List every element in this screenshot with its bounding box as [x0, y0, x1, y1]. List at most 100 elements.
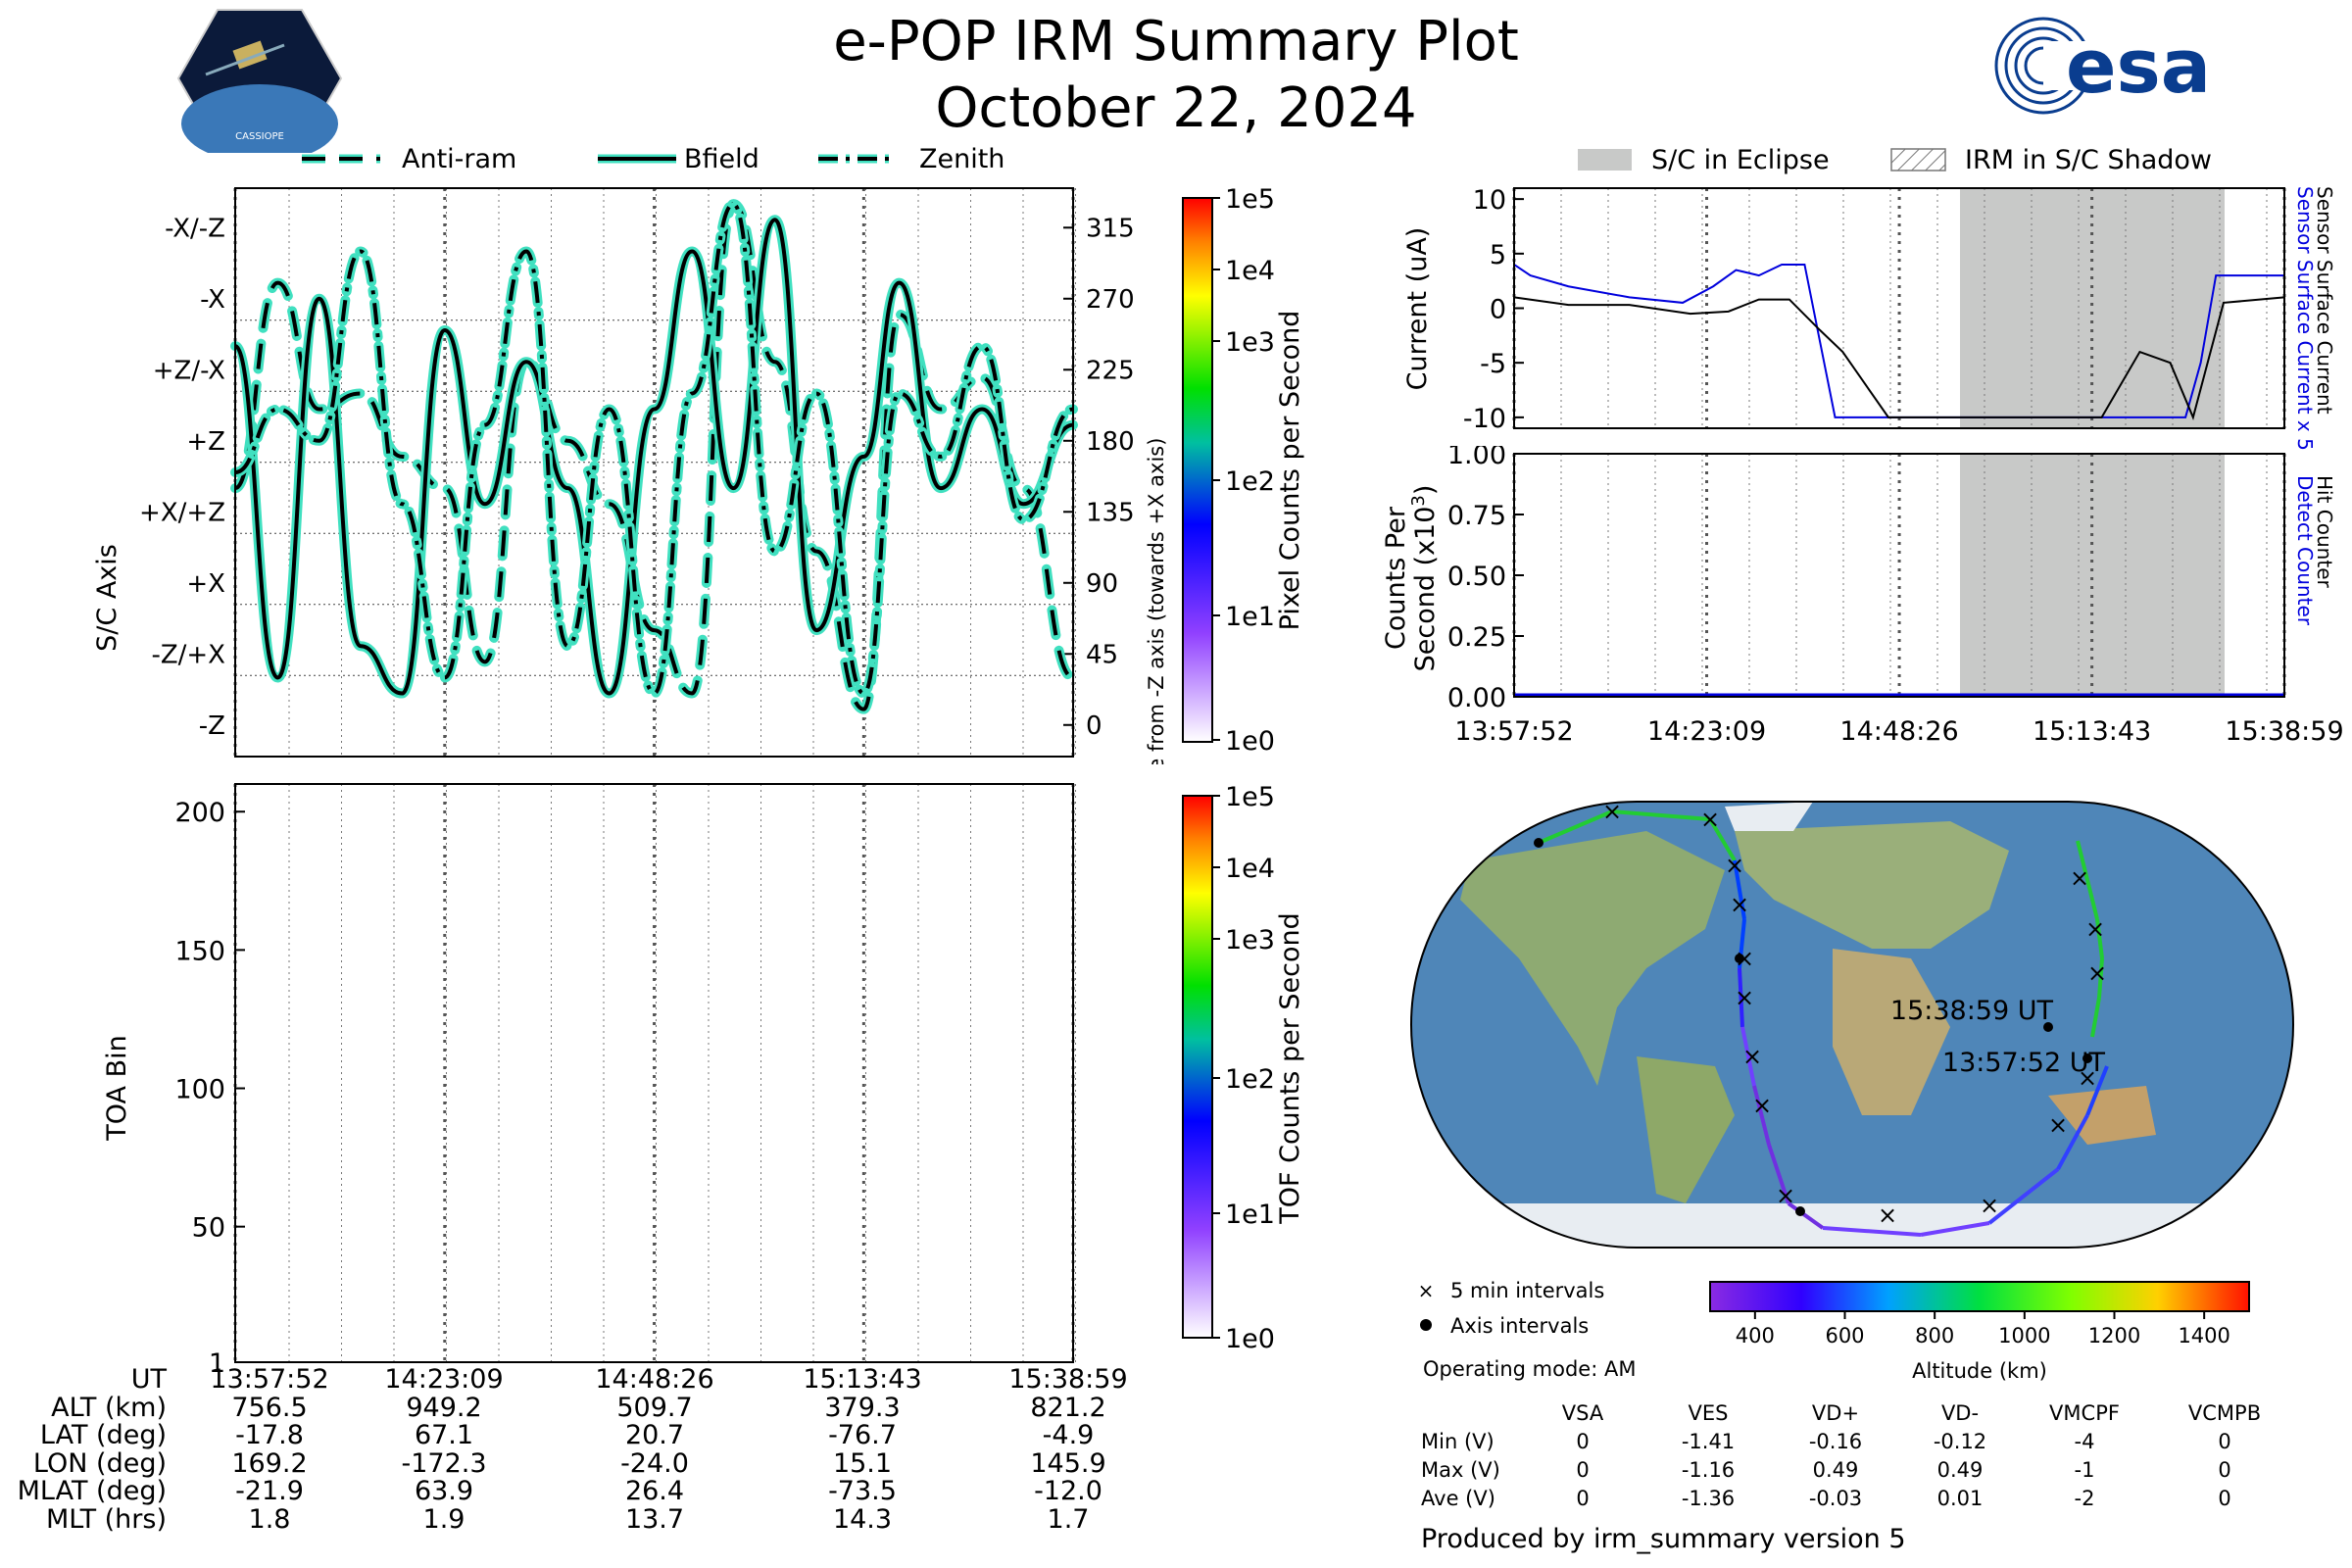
counts-right-label-blue: Detect Counter	[2293, 475, 2317, 626]
angle-tick: 180	[1086, 427, 1135, 457]
tof-colorbar-label: TOF Counts per Second	[1275, 912, 1305, 1225]
counts-tick-label: 0.75	[1447, 501, 1506, 531]
counts-panel: 1.00 0.75 0.50 0.25 0.00 Counts Per Second (…	[1381, 446, 2344, 747]
interval-mark: ×	[2048, 1111, 2068, 1139]
esa-logo: esa	[1994, 17, 2211, 115]
ephemeris-cell: 15:38:59	[1008, 1364, 1128, 1395]
axis-interval-dot	[1795, 1206, 1805, 1216]
voltage-row-label: Max (V)	[1421, 1458, 1500, 1482]
counts-ylabel-line2: Second (x103)	[1408, 485, 1441, 672]
voltage-cell: 0	[1576, 1458, 1590, 1482]
eclipse-legend: S/C in Eclipse IRM in S/C Shadow	[1578, 145, 2212, 175]
toa-tick-label: 100	[174, 1075, 225, 1105]
ephemeris-cell: -73.5	[828, 1476, 897, 1506]
attitude-panel: -X/-Z 315 -X 270 +Z/-X 225 +Z 180 +X/+Z 135 +X 90 -Z…	[92, 187, 1168, 764]
axis-label: +X	[186, 569, 225, 599]
footer: Produced by irm_summary version 5	[1421, 1524, 1906, 1554]
ephemeris-cell: -24.0	[620, 1447, 689, 1479]
axis-label: +Z	[186, 427, 225, 457]
ephemeris-cell: 1.9	[422, 1503, 466, 1535]
voltage-cell: 0	[2218, 1430, 2231, 1453]
legend-bfield: Bfield	[684, 144, 760, 174]
legend-anti-ram: Anti-ram	[402, 144, 516, 174]
voltage-cell: -1.41	[1681, 1430, 1736, 1453]
legend-axis: Axis intervals	[1450, 1314, 1589, 1338]
x-tick-label: 15:38:59	[2225, 716, 2343, 747]
axis-label: -Z/+X	[151, 640, 225, 669]
interval-mark: ×	[1752, 1092, 1772, 1119]
orbit-map: ×××××××××××××××× 15:38:59 UT 13:57:52 UT	[1410, 798, 2294, 1249]
current-ylabel: Current (uA)	[1402, 227, 1433, 391]
orbit-segment	[2085, 879, 2099, 920]
series-line	[233, 218, 1074, 696]
ephemeris-cell: -4.9	[1042, 1420, 1095, 1450]
ephemeris-cell: 1.8	[248, 1503, 291, 1535]
current-tick-label: -5	[1480, 349, 1506, 379]
interval-mark: ×	[2070, 864, 2089, 892]
ephemeris-cell: -12.0	[1034, 1476, 1102, 1506]
page-title: e-POP IRM Summary Plot	[833, 10, 1519, 74]
current-right-label-blue: Sensor Surface Current x 5	[2293, 186, 2317, 451]
toa-tick-label: 50	[192, 1213, 225, 1244]
voltage-cell: -0.16	[1808, 1430, 1863, 1453]
angle-tick: 45	[1086, 640, 1118, 669]
map-start-label: 13:57:52 UT	[1942, 1048, 2106, 1078]
x-tick-label: 13:57:52	[1454, 716, 1573, 747]
pixel-colorbar: 1e5 1e4 1e3 1e2 1e1 1e0 Pixel Counts per Seco…	[1182, 186, 1305, 757]
colorbar-tick-label: 1e0	[1225, 726, 1275, 757]
axis-label: -Z	[199, 711, 225, 741]
voltage-header: VCMPB	[2187, 1401, 2262, 1425]
altitude-tick-label: 600	[1825, 1324, 1864, 1348]
ephemeris-cell: 379.3	[824, 1392, 901, 1423]
interval-mark: ×	[2078, 1064, 2097, 1092]
voltage-table: VSA VES VD+ VD- VMCPF VCMPB Min (V) 0 -1.41 -0.16…	[1421, 1401, 2303, 1519]
ephemeris-row-label: UT	[130, 1364, 167, 1395]
ephemeris-cell: 67.1	[414, 1420, 474, 1450]
map-end-label: 15:38:59 UT	[1890, 996, 2054, 1026]
axis-label: -X/-Z	[165, 214, 225, 243]
voltage-row-label: Min (V)	[1421, 1430, 1494, 1453]
pixel-colorbar-label: Pixel Counts per Second	[1275, 311, 1305, 631]
ephemeris-cell: 14:48:26	[595, 1364, 714, 1395]
colorbar-tick-label: 1e3	[1225, 327, 1275, 358]
orbit-segment	[2095, 918, 2104, 959]
legend-zenith: Zenith	[919, 144, 1004, 174]
ephemeris-cell: 13.7	[624, 1503, 685, 1535]
ephemeris-cell: 756.5	[231, 1392, 308, 1423]
angle-tick: 0	[1086, 711, 1102, 741]
counts-tick-label: 1.00	[1447, 446, 1506, 470]
ephemeris-cell: 509.7	[616, 1392, 693, 1423]
axis-interval-dot	[1534, 838, 1544, 848]
voltage-cell: -1.36	[1681, 1487, 1736, 1510]
ephemeris-cell: 20.7	[624, 1420, 685, 1450]
colorbar-tick-label: 1e5	[1225, 784, 1275, 812]
angle-tick: 135	[1086, 498, 1135, 527]
colorbar-tick-label: 1e1	[1225, 1200, 1275, 1230]
voltage-cell: -1.16	[1681, 1458, 1736, 1482]
ephemeris-cell: 949.2	[406, 1392, 482, 1423]
orbit-segment	[1767, 1144, 1790, 1204]
angle-tick: 90	[1086, 569, 1118, 599]
x-tick-label: 14:23:09	[1647, 716, 1766, 747]
interval-mark: ×	[1730, 891, 1749, 918]
interval-mark: ×	[2085, 915, 2105, 943]
voltage-cell: 0	[2218, 1458, 2231, 1482]
voltage-row-label: Ave (V)	[1421, 1487, 1495, 1510]
orbit-segment	[2097, 957, 2104, 999]
legend-irm-shadow: IRM in S/C Shadow	[1965, 145, 2212, 175]
voltage-cell: 0	[2218, 1487, 2231, 1510]
orbit-segment	[1822, 1226, 1922, 1237]
map-legend: × 5 min intervals Axis intervals	[1418, 1279, 1605, 1338]
voltage-cell: 0	[1576, 1430, 1590, 1453]
current-tick-label: -10	[1463, 404, 1506, 434]
toa-tick-label: 200	[174, 798, 225, 828]
current-tick-label: 0	[1490, 295, 1506, 325]
ephemeris-cell: 1.7	[1047, 1503, 1090, 1535]
orbit-segment	[1708, 817, 1737, 862]
voltage-cell: -0.03	[1808, 1487, 1863, 1510]
interval-mark: ×	[1878, 1201, 1897, 1229]
voltage-cell: 0.49	[1812, 1458, 1859, 1482]
ephemeris-cell: -17.8	[235, 1420, 304, 1450]
ephemeris-cell: 14.3	[832, 1503, 893, 1535]
current-tick-label: 10	[1473, 185, 1506, 216]
